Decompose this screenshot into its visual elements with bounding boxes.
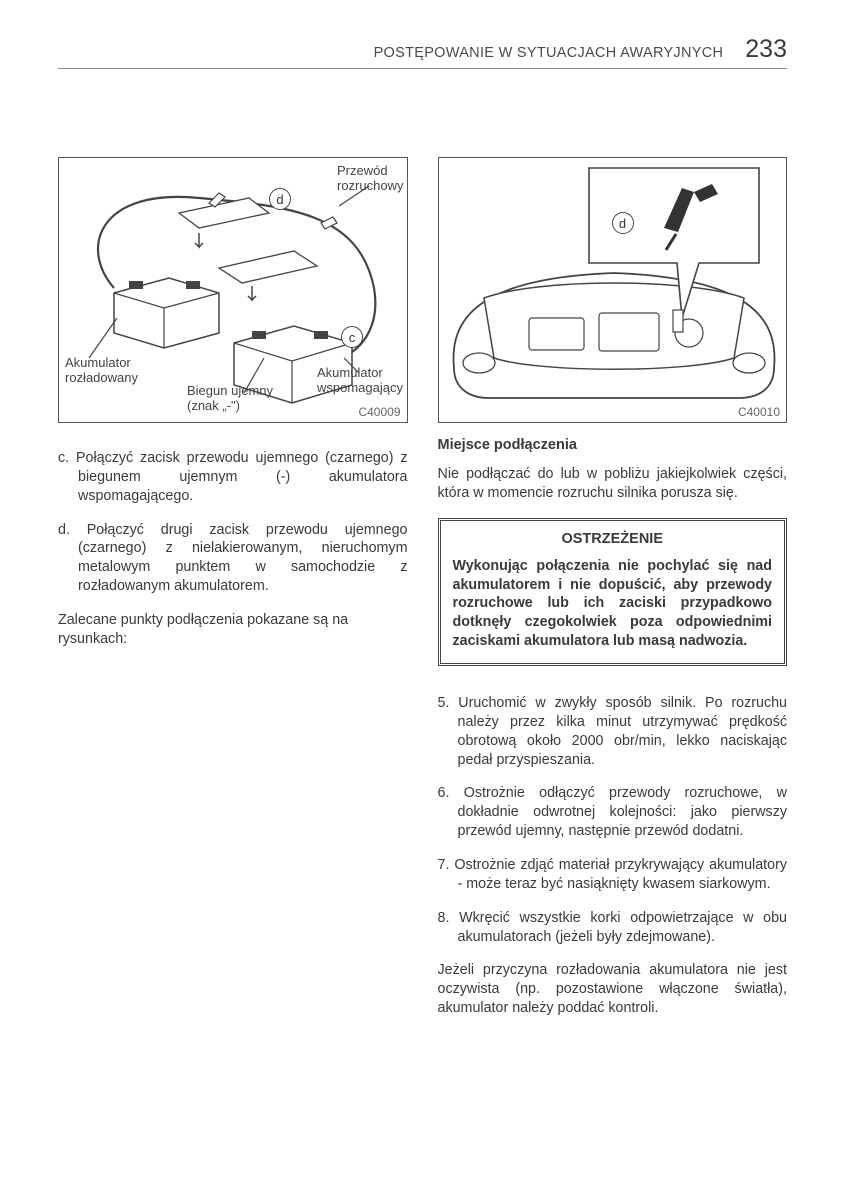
lead-text: Nie podłączać do lub w pobliżu jakiejkol… (438, 465, 788, 503)
figure-code-right: C40010 (738, 405, 780, 419)
label-discharged: Akumulatorrozładowany (65, 356, 138, 386)
left-column: d c Przewódrozruchowy Akumulatorrozładow… (58, 157, 408, 1033)
tail-text: Jeżeli przyczyna rozładowania akumulator… (438, 961, 788, 1018)
page-number: 233 (745, 35, 787, 64)
engine-bay-icon (439, 158, 788, 423)
mark-d2-icon: d (612, 212, 634, 234)
subhead: Miejsce podłączenia (438, 437, 788, 453)
note-text: Zalecane punkty podłączenia pokazane są … (58, 611, 408, 649)
mark-c-icon: c (341, 326, 363, 348)
right-column: d C40010 Miejsce podłączenia Nie podłącz… (438, 157, 788, 1033)
figure-code-left: C40009 (358, 405, 400, 419)
step-c: c. Połączyć zacisk przewodu ujemnego (cz… (58, 449, 408, 506)
label-negative: Biegun ujemny(znak „-") (187, 384, 273, 414)
warning-body: Wykonując połączenia nie pochylać się na… (453, 557, 773, 651)
step-d: d. Połączyć drugi zacisk przewodu ujemne… (58, 521, 408, 596)
figure-right: d C40010 (438, 157, 788, 423)
content-columns: d c Przewódrozruchowy Akumulatorrozładow… (58, 157, 787, 1033)
mark-d-icon: d (269, 188, 291, 210)
step-5: 5. Uruchomić w zwykły sposób silnik. Po … (438, 694, 788, 769)
label-booster: Akumulatorwspomagający (317, 366, 403, 396)
step-6: 6. Ostrożnie odłączyć przewody rozruchow… (438, 784, 788, 841)
label-cable: Przewódrozruchowy (337, 164, 403, 194)
step-7: 7. Ostrożnie zdjąć materiał przykrywając… (438, 856, 788, 894)
figure-left: d c Przewódrozruchowy Akumulatorrozładow… (58, 157, 408, 423)
section-title: POSTĘPOWANIE W SYTUACJACH AWARYJNYCH (374, 45, 724, 61)
warning-title: OSTRZEŻENIE (453, 531, 773, 547)
warning-box: OSTRZEŻENIE Wykonując połączenia nie poc… (438, 518, 788, 666)
page-header: POSTĘPOWANIE W SYTUACJACH AWARYJNYCH 233 (58, 35, 787, 69)
step-8: 8. Wkręcić wszystkie korki odpowietrzają… (438, 909, 788, 947)
